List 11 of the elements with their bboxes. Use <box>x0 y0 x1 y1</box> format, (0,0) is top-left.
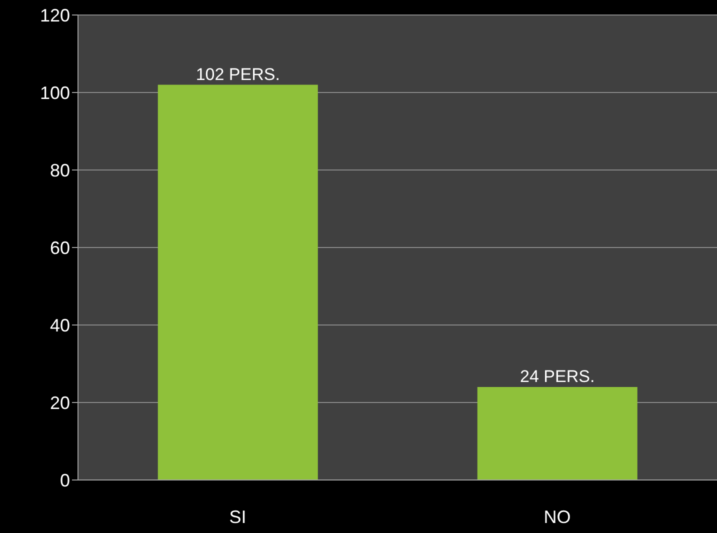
x-tick-label: NO <box>544 506 571 527</box>
y-tick-label: 60 <box>50 238 70 258</box>
y-tick-label: 20 <box>50 392 70 413</box>
y-tick-label: 120 <box>40 5 70 26</box>
y-tick-label: 100 <box>40 82 70 103</box>
y-tick-label: 40 <box>50 315 70 336</box>
data-label: 24 PERS. <box>520 367 595 386</box>
data-label: 102 PERS. <box>196 64 280 84</box>
x-tick-label: SI <box>229 506 246 527</box>
y-tick-label: 80 <box>50 160 70 180</box>
y-tick-label: 0 <box>60 470 70 490</box>
